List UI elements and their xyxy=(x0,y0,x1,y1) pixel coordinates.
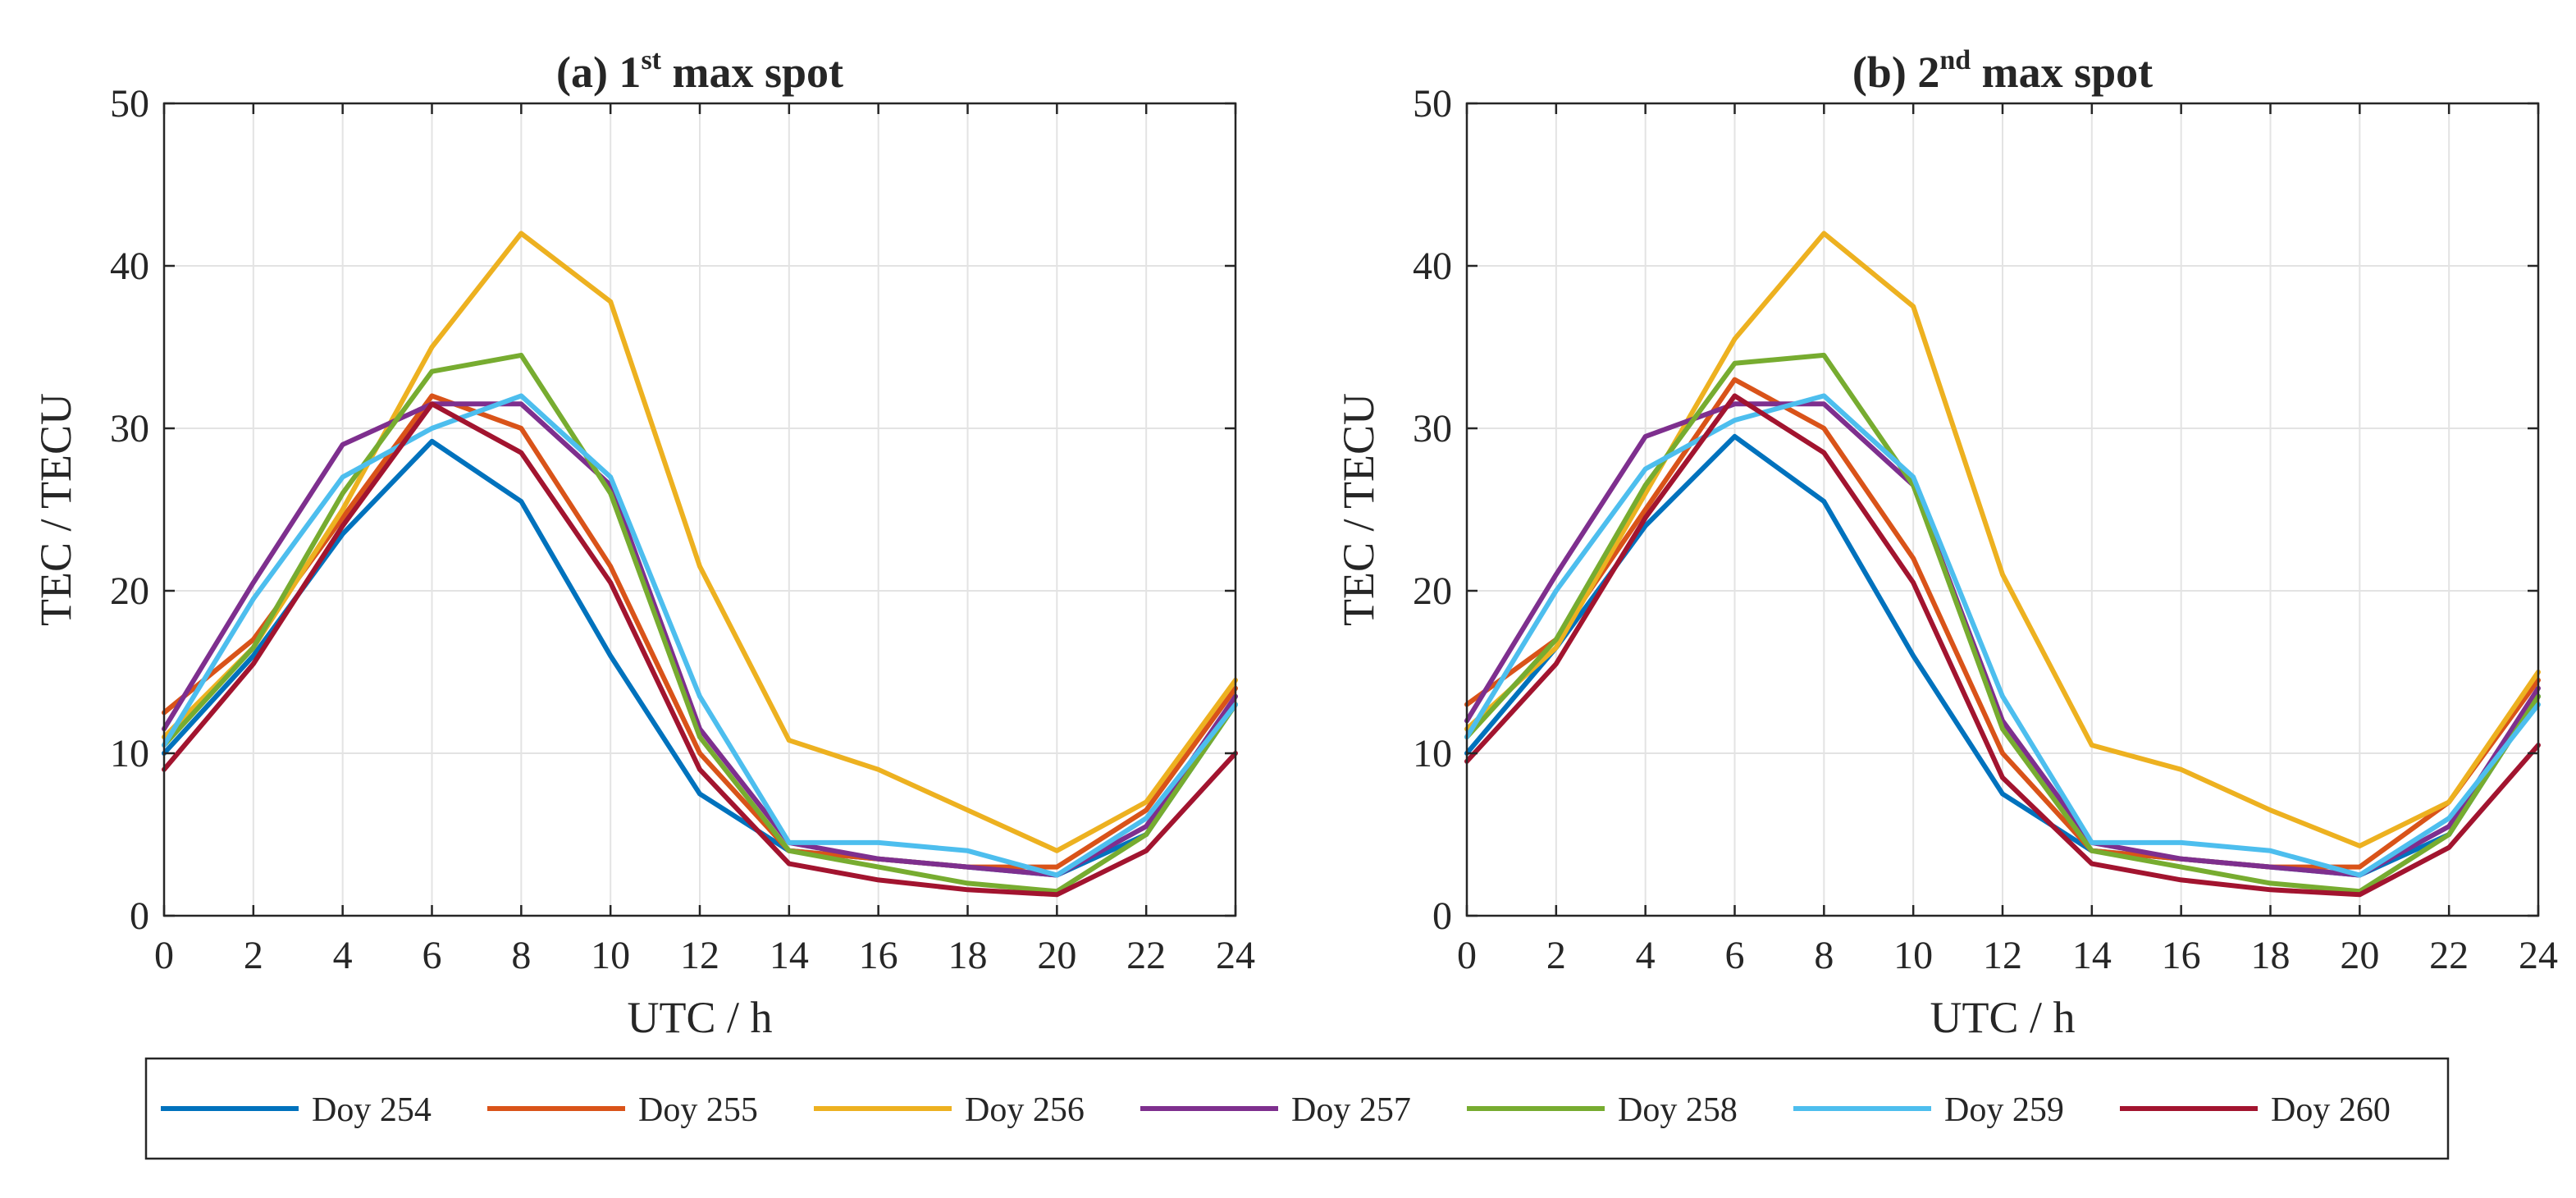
series-line-doy-260 xyxy=(162,401,1238,898)
legend-label: Doy 260 xyxy=(2271,1091,2391,1129)
legend-item-doy-257: Doy 257 xyxy=(1140,1091,1411,1129)
series-line-doy-255 xyxy=(1464,377,2541,870)
x-tick-label: 18 xyxy=(948,934,988,977)
legend-item-doy-259: Doy 259 xyxy=(1793,1091,2064,1129)
legend-label: Doy 258 xyxy=(1618,1091,1738,1129)
x-tick-label: 8 xyxy=(1814,934,1834,977)
chart-title-suffix: max spot xyxy=(661,48,843,97)
y-tick-label: 50 xyxy=(1413,82,1452,126)
x-tick-label: 12 xyxy=(680,934,719,977)
chart-title: (b) 2nd max spot xyxy=(1852,45,2153,97)
chart-title-suffix: max spot xyxy=(1971,48,2153,97)
x-tick-label: 14 xyxy=(770,934,809,977)
x-tick-label: 16 xyxy=(859,934,898,977)
y-axis-label: TEC / TECU xyxy=(1334,393,1383,626)
x-tick-label: 0 xyxy=(1457,934,1477,977)
series-line-doy-255 xyxy=(162,393,1238,870)
legend-item-doy-258: Doy 258 xyxy=(1467,1091,1738,1129)
x-tick-label: 2 xyxy=(244,934,263,977)
legend-label: Doy 254 xyxy=(312,1091,432,1129)
y-tick-label: 30 xyxy=(1413,407,1452,450)
legend: Doy 254 Doy 255 Doy 256 Doy 257 Doy 258 Doy 2… xyxy=(144,1057,2450,1160)
series-line-doy-258 xyxy=(162,352,1238,894)
x-tick-label: 24 xyxy=(2519,934,2558,977)
y-tick-label: 40 xyxy=(1413,245,1452,288)
x-tick-label: 6 xyxy=(422,934,442,977)
series-line-doy-258 xyxy=(1464,352,2541,894)
y-tick-label: 20 xyxy=(1413,569,1452,613)
y-tick-label: 10 xyxy=(1413,732,1452,775)
chart-title-prefix: (b) 2 xyxy=(1852,48,1940,97)
series-line-doy-259 xyxy=(162,393,1238,878)
chart-title: (a) 1st max spot xyxy=(556,45,843,97)
x-tick-label: 10 xyxy=(591,934,630,977)
legend-item-doy-254: Doy 254 xyxy=(161,1091,432,1129)
x-tick-label: 22 xyxy=(2429,934,2469,977)
x-tick-label: 22 xyxy=(1126,934,1166,977)
series-line-doy-256 xyxy=(1464,231,2541,848)
chart-title-superscript: nd xyxy=(1939,45,1971,75)
y-tick-label: 10 xyxy=(110,732,149,775)
x-tick-label: 18 xyxy=(2251,934,2291,977)
x-axis-label: UTC / h xyxy=(627,993,772,1042)
x-tick-label: 12 xyxy=(1983,934,2022,977)
chart-title-prefix: (a) 1 xyxy=(556,48,641,97)
x-tick-label: 4 xyxy=(333,934,353,977)
legend-item-doy-256: Doy 256 xyxy=(814,1091,1085,1129)
x-tick-label: 0 xyxy=(154,934,174,977)
y-tick-label: 20 xyxy=(110,569,149,613)
legend-label: Doy 255 xyxy=(638,1091,758,1129)
series-line-doy-260 xyxy=(1464,393,2541,898)
x-axis-label: UTC / h xyxy=(1930,993,2075,1042)
x-tick-label: 10 xyxy=(1893,934,1933,977)
x-tick-label: 24 xyxy=(1216,934,1255,977)
y-tick-label: 0 xyxy=(130,894,149,938)
x-tick-label: 14 xyxy=(2072,934,2112,977)
x-tick-label: 16 xyxy=(2162,934,2201,977)
x-tick-label: 6 xyxy=(1725,934,1745,977)
y-tick-label: 40 xyxy=(110,245,149,288)
y-tick-label: 0 xyxy=(1432,894,1452,938)
chart-title-superscript: st xyxy=(641,45,661,75)
legend-label: Doy 257 xyxy=(1291,1091,1411,1129)
legend-item-doy-260: Doy 260 xyxy=(2120,1091,2391,1129)
legend-item-doy-255: Doy 255 xyxy=(487,1091,758,1129)
y-tick-label: 30 xyxy=(110,407,149,450)
x-tick-label: 2 xyxy=(1546,934,1566,977)
x-tick-label: 20 xyxy=(2340,934,2379,977)
series-line-doy-259 xyxy=(1464,393,2541,878)
y-axis-label: TEC / TECU xyxy=(31,393,80,626)
x-tick-label: 4 xyxy=(1636,934,1656,977)
y-tick-label: 50 xyxy=(110,82,149,126)
legend-label: Doy 256 xyxy=(965,1091,1085,1129)
series-line-doy-256 xyxy=(162,231,1238,853)
x-tick-label: 8 xyxy=(511,934,531,977)
x-tick-label: 20 xyxy=(1037,934,1076,977)
legend-label: Doy 259 xyxy=(1944,1091,2064,1129)
